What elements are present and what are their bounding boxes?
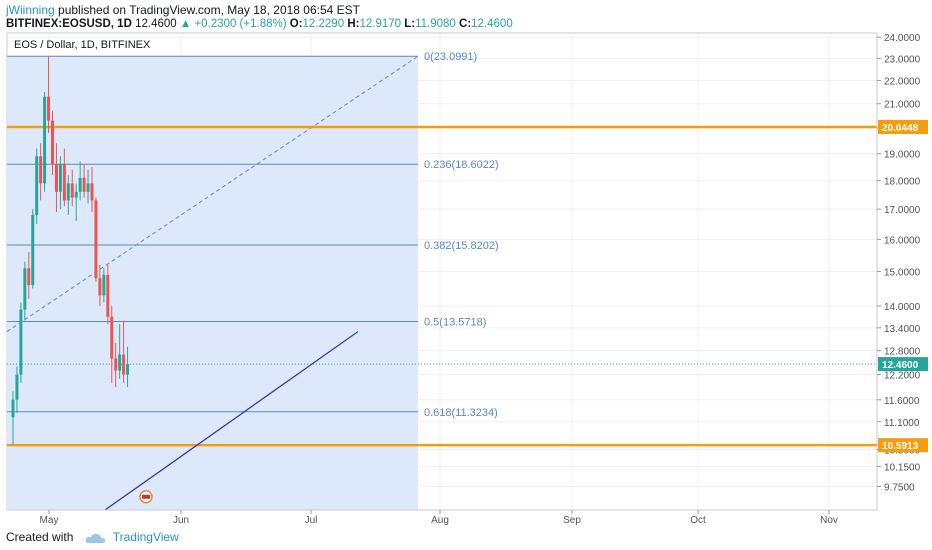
time-axis[interactable]: May Jun Jul Aug Sep Oct Nov (7, 509, 877, 526)
candle-body (78, 177, 82, 192)
high-label: H: (347, 18, 360, 30)
candle-body (27, 268, 31, 286)
price-tick-label: 22.0000 (884, 77, 921, 88)
fib-level-label: 0.236(18.6022) (424, 159, 499, 171)
last-price-tag: 12.4600 (882, 360, 919, 371)
price-tick-label: 19.0000 (884, 150, 921, 161)
candle-body (19, 309, 23, 375)
symbol-label: BITFINEX:EOSUSD, 1D (6, 18, 132, 30)
candle-body (126, 364, 130, 375)
last-price-tag-bg (878, 357, 928, 372)
candle-body (23, 268, 27, 310)
candle-body (70, 183, 74, 198)
price-tick-label: 24.0000 (884, 33, 921, 44)
price-tick-label: 21.0000 (884, 100, 921, 111)
candle-body (66, 183, 70, 201)
level-price-tag-bg (878, 438, 928, 453)
time-tick-label: Sep (563, 515, 581, 526)
time-tick-label: Jul (305, 515, 318, 526)
candle-body (110, 316, 114, 359)
candle-body (94, 200, 98, 279)
candle-body (62, 164, 66, 201)
trend-line (7, 331, 877, 511)
close-value: 12.4600 (471, 18, 513, 30)
publish-info: jWiinning published on TradingView.com, … (6, 3, 360, 17)
candle-body (58, 164, 62, 192)
horizontal-levels (7, 125, 877, 447)
time-tick-label: Aug (431, 515, 449, 526)
tradingview-logo-text[interactable]: TradingView (112, 530, 179, 544)
author-link[interactable]: jWiinning (6, 3, 55, 17)
fib-level-label: 0(23.0991) (424, 51, 477, 63)
price-tick-label: 23.0000 (884, 54, 921, 65)
time-tick-label: Nov (820, 515, 838, 526)
time-tick-label: May (40, 515, 59, 526)
candle-body (98, 278, 102, 296)
candle-body (11, 399, 15, 418)
chart-title: EOS / Dollar, 1D, BITFINEX (14, 39, 151, 51)
candle-body (31, 215, 35, 286)
candle-body (82, 177, 86, 192)
fib-shaded-zone (7, 56, 418, 511)
price-tick-label: 13.4000 (884, 324, 921, 335)
price-tick-label: 12.2000 (884, 371, 921, 382)
price-tick-label: 14.0000 (884, 302, 921, 313)
tradingview-cloud-icon (85, 533, 105, 543)
footer: Created with TradingView (6, 530, 179, 544)
symbol-info: BITFINEX:EOSUSD, 1D 12.4600 ▲ +0.2300 (+… (6, 18, 513, 30)
up-arrow-icon: ▲ (179, 18, 192, 30)
fib-level-label: 0.618(11.3234) (424, 407, 498, 419)
level-price-tag-bg (878, 119, 928, 134)
level-price-tag: 10.5913 (882, 441, 919, 452)
fib-retracement: 0(23.0991) 0.236(18.6022) 0.382(15.8202) 0.… (6, 51, 499, 419)
open-value: 12.2290 (302, 18, 345, 30)
candle-body (86, 183, 90, 192)
candle-body (43, 96, 47, 184)
price-tick-label: 17.0000 (884, 205, 921, 216)
fib-level-label: 0.382(15.8202) (424, 240, 499, 252)
tradingview-badge-icon (139, 490, 153, 504)
level-price-tag: 20.0448 (882, 123, 919, 134)
low-value: 11.9080 (415, 18, 456, 30)
candle-body (54, 164, 58, 192)
candle-body (106, 274, 110, 317)
candle-body (35, 156, 39, 216)
candle-body (47, 96, 51, 121)
price-tick-label: 11.1000 (884, 418, 920, 429)
fib-level-label: 0.5(13.5718) (424, 316, 486, 328)
last-price: 12.4600 (135, 18, 177, 30)
price-tick-label: 9.7500 (884, 482, 915, 493)
price-tick-label: 16.0000 (884, 235, 921, 246)
high-value: 12.9170 (359, 18, 402, 30)
time-tick-label: Oct (690, 515, 706, 526)
time-tick-label: Jun (173, 515, 189, 526)
fib-trend-line (6, 55, 419, 332)
price-change: +0.2300 (+1.88%) (194, 18, 287, 30)
candle-body (118, 354, 122, 371)
candle-body (90, 183, 94, 201)
candle-body (122, 354, 126, 375)
price-chart[interactable]: 0(23.0991) 0.236(18.6022) 0.382(15.8202) 0.… (0, 30, 932, 528)
price-tick-label: 10.1500 (884, 462, 921, 473)
created-with-text: Created with (6, 530, 74, 544)
close-label: C: (459, 18, 472, 30)
published-text: published on TradingView.com, May 18, 20… (58, 3, 360, 17)
candle-body (15, 374, 19, 400)
price-tick-label: 15.0000 (884, 268, 921, 279)
price-tick-label: 18.0000 (884, 177, 921, 188)
open-label: O: (289, 18, 303, 30)
candle-body (74, 191, 78, 198)
event-badge-flag (142, 494, 150, 499)
trend-line-segment (104, 331, 359, 511)
candle-body (102, 274, 106, 296)
low-label: L: (404, 18, 416, 30)
candles (11, 56, 130, 445)
price-tick-label: 12.8000 (884, 347, 921, 358)
candle-body (39, 156, 43, 184)
candle-body (114, 358, 118, 371)
candle-body (51, 120, 54, 165)
price-axis[interactable]: 24.000023.000022.000021.000020.000019.00… (876, 33, 928, 510)
price-tick-label: 11.6000 (884, 396, 920, 407)
